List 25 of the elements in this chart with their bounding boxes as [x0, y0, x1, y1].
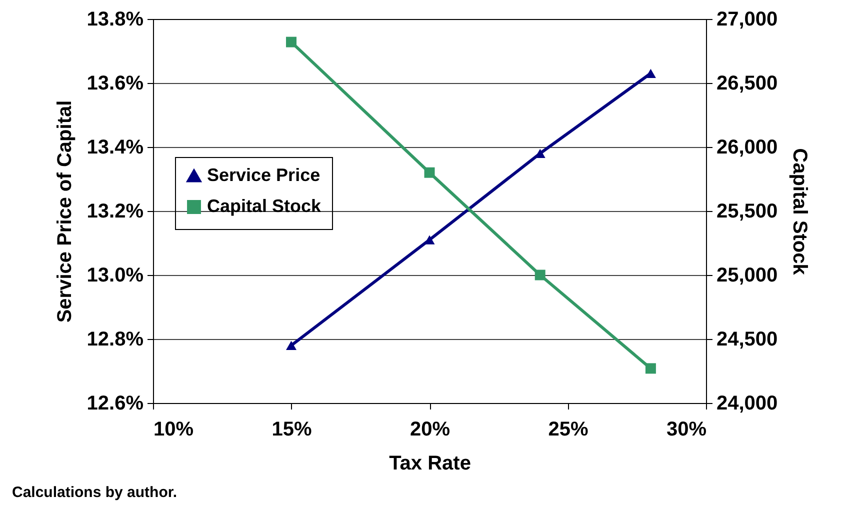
y-tick-label: 13.8% [86, 8, 144, 30]
text: Calculations by author. [12, 484, 178, 501]
y-tick-label: 12.6% [86, 392, 144, 414]
y2-tick-label: 26,000 [716, 136, 778, 158]
x-tick-label: 30% [666, 418, 707, 440]
y-axis-title: Service Price of Capital [54, 100, 76, 323]
y2-tick-label: 24,500 [716, 328, 778, 350]
x-tick-label: 15% [272, 418, 312, 440]
y-tick-label: 13.4% [86, 136, 144, 158]
y2-tick-label: 25,500 [716, 200, 778, 222]
y2-tick-label: 24,000 [716, 392, 778, 414]
legend-label: Service Price [207, 165, 320, 185]
y2-axis-title: Capital Stock [788, 148, 811, 276]
x-tick-label: 10% [154, 418, 194, 440]
y2-tick-label: 25,000 [716, 264, 778, 286]
x-axis-title: Tax Rate [389, 452, 471, 474]
x-tick-label: 20% [410, 418, 450, 440]
y2-tick-label: 26,500 [716, 72, 778, 94]
legend-label: Capital Stock [207, 196, 322, 216]
y-tick-label: 13.0% [86, 264, 144, 286]
y-tick-label: 12.8% [86, 328, 144, 350]
y2-tick-label: 27,000 [716, 8, 778, 30]
y-tick-label: 13.2% [86, 200, 144, 222]
y-tick-label: 13.6% [86, 72, 144, 94]
x-tick-label: 25% [548, 418, 588, 440]
